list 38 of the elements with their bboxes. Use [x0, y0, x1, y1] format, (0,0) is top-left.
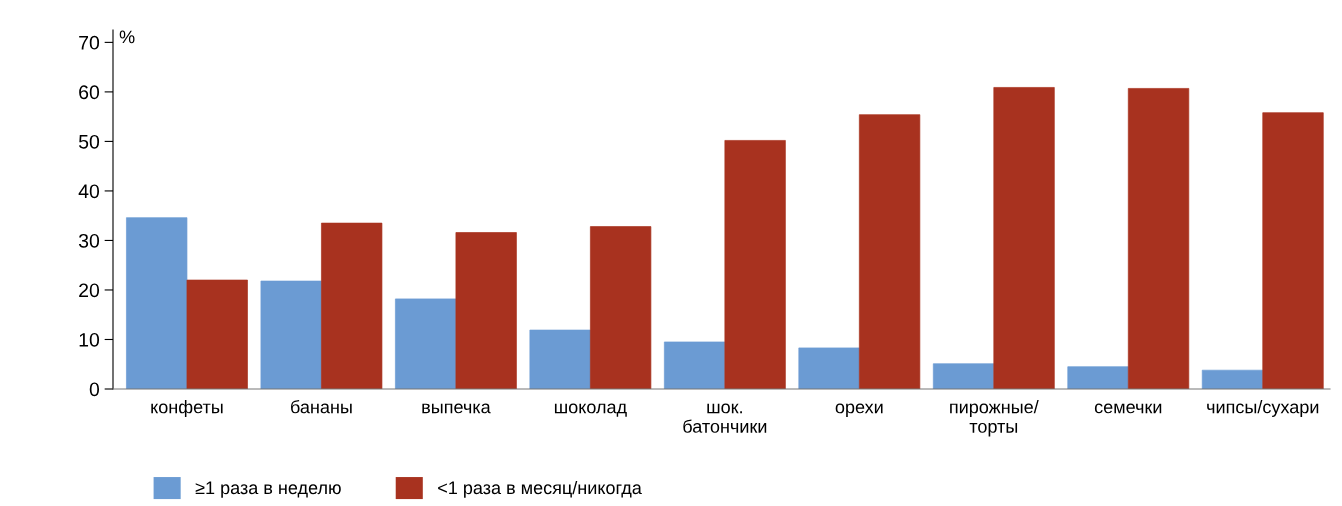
bar: [1262, 112, 1324, 389]
bar: [590, 226, 652, 389]
x-tick-label: семечки: [1094, 403, 1162, 414]
x-tick-label: бананы: [291, 399, 352, 414]
bar: [529, 329, 591, 389]
x-tick-label: шоколад: [554, 403, 627, 417]
bar: [993, 87, 1055, 389]
y-axis-title: %: [119, 30, 135, 44]
bar: [186, 279, 248, 389]
bar: [1201, 369, 1264, 389]
y-tick-label: 60: [79, 85, 100, 100]
x-tick-label: чипсы/сухари: [1207, 400, 1319, 417]
x-tick-label: шок. батончики: [683, 403, 767, 433]
bar: [455, 232, 517, 389]
bar: [395, 298, 457, 389]
bar: [932, 363, 995, 389]
y-tick-label: 50: [78, 134, 100, 149]
x-tick-label: орехи: [835, 403, 883, 417]
bar: [321, 222, 383, 389]
bar: [664, 341, 726, 389]
bar: [724, 140, 786, 389]
bar: [798, 347, 860, 389]
y-tick-label: 70: [79, 35, 100, 50]
bar: [1067, 366, 1129, 389]
bar: [260, 280, 322, 389]
x-tick-label: выпечка: [422, 403, 491, 414]
y-tick-label: 20: [79, 283, 100, 298]
legend-label: <1 раза в месяц/никогда: [438, 480, 642, 498]
bar: [126, 217, 188, 389]
y-tick-label: 30: [78, 233, 100, 248]
bar: [1127, 88, 1190, 389]
bar: [858, 114, 921, 389]
y-tick-label: 10: [79, 332, 100, 347]
x-tick-label: конфеты: [151, 400, 223, 417]
x-tick-label: пирожные/ торты: [950, 400, 1039, 437]
y-tick-label: 0: [89, 382, 100, 397]
legend-label: ≥1 раза в неделю: [195, 481, 341, 498]
y-tick-label: 40: [78, 184, 100, 199]
